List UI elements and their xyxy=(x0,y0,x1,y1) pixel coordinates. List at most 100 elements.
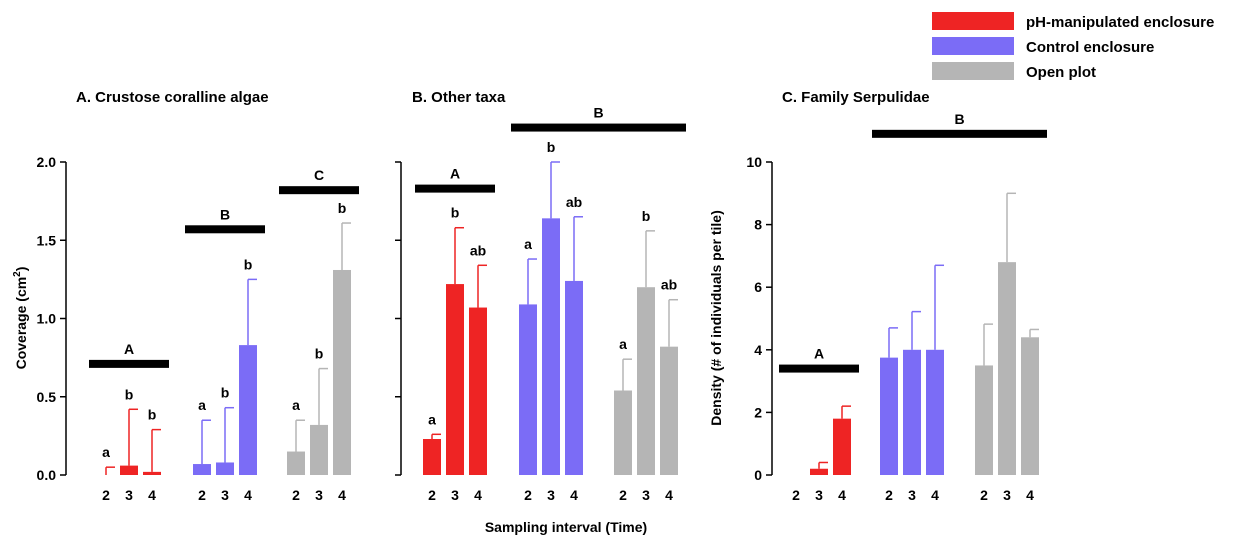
bar xyxy=(660,346,678,475)
group-bracket-label: B xyxy=(220,206,230,222)
significance-letter: b xyxy=(547,139,556,155)
x-tick-label: 2 xyxy=(792,487,800,503)
significance-letter: a xyxy=(198,397,206,413)
y-tick-label: 0.0 xyxy=(37,467,57,483)
x-axis-label: Sampling interval (Time) xyxy=(485,519,647,535)
significance-letter: ab xyxy=(661,277,677,293)
x-tick-label: 3 xyxy=(815,487,823,503)
x-tick-label: 3 xyxy=(125,487,133,503)
significance-letter: b xyxy=(338,200,347,216)
panel-1: a 2 b 3 ab 4 a 2 b 3 ab 4 a 2 b 3 ab 4 A B xyxy=(395,105,686,503)
y-tick-label: 1.0 xyxy=(37,311,57,327)
group-bracket-label: A xyxy=(814,346,824,362)
group-bracket xyxy=(279,186,359,195)
bar xyxy=(239,345,257,475)
group-bracket-label: C xyxy=(314,167,324,183)
x-tick-label: 4 xyxy=(570,487,578,503)
x-tick-label: 2 xyxy=(619,487,627,503)
x-tick-label: 4 xyxy=(931,487,939,503)
x-tick-label: 2 xyxy=(428,487,436,503)
bar xyxy=(423,439,441,475)
bar xyxy=(810,468,828,475)
y-tick-label: 8 xyxy=(754,217,762,233)
x-tick-label: 4 xyxy=(244,487,252,503)
significance-letter: a xyxy=(428,411,436,427)
group-bracket-label: A xyxy=(450,166,460,182)
bar xyxy=(542,218,560,475)
bar xyxy=(310,424,328,475)
significance-letter: ab xyxy=(470,242,486,258)
group-bracket xyxy=(511,123,686,132)
bar xyxy=(565,280,583,475)
legend-swatch-control xyxy=(932,37,1014,55)
bar xyxy=(975,365,993,475)
x-tick-label: 4 xyxy=(338,487,346,503)
x-tick-label: 4 xyxy=(838,487,846,503)
y-tick-label: 6 xyxy=(754,279,762,295)
x-tick-label: 2 xyxy=(885,487,893,503)
significance-letter: a xyxy=(619,336,627,352)
plots: 0.0 0.5 1.0 1.5 2.0 a 2 b 3 b 4 a 2 b 3 b 4 a 2 b 3 b 4 A B Ca 2 b 3… xyxy=(37,105,1047,503)
bar xyxy=(333,269,351,475)
x-tick-label: 3 xyxy=(908,487,916,503)
legend: pH-manipulated enclosure Control enclosu… xyxy=(932,12,1214,81)
significance-letter: b xyxy=(221,385,230,401)
group-bracket-label: B xyxy=(954,111,964,127)
significance-letter: a xyxy=(102,444,110,460)
panel-a-y-axis-label: Coverage (cm2) xyxy=(12,267,29,370)
y-tick-label: 2 xyxy=(754,404,762,420)
x-tick-label: 3 xyxy=(1003,487,1011,503)
y-tick-label: 0 xyxy=(754,467,762,483)
x-tick-label: 2 xyxy=(980,487,988,503)
group-bracket xyxy=(872,129,1047,138)
bar xyxy=(446,284,464,475)
bar xyxy=(926,349,944,475)
significance-letter: b xyxy=(642,208,651,224)
panel-a-title: A. Crustose coralline algae xyxy=(76,89,269,106)
panel-b-title: B. Other taxa xyxy=(412,89,506,106)
x-tick-label: 2 xyxy=(102,487,110,503)
significance-letter: a xyxy=(524,236,532,252)
bar xyxy=(469,307,487,475)
x-tick-label: 4 xyxy=(665,487,673,503)
bar xyxy=(1021,337,1039,475)
legend-swatch-ph xyxy=(932,12,1014,30)
legend-swatch-open xyxy=(932,62,1014,80)
significance-letter: a xyxy=(292,397,300,413)
bar xyxy=(998,262,1016,475)
x-tick-label: 3 xyxy=(547,487,555,503)
significance-letter: b xyxy=(148,407,157,423)
y-tick-label: 2.0 xyxy=(37,154,57,170)
significance-letter: ab xyxy=(566,194,582,210)
bar xyxy=(903,349,921,475)
panel-c-title: C. Family Serpulidae xyxy=(782,89,930,106)
bar xyxy=(519,304,537,475)
group-bracket xyxy=(185,225,265,234)
significance-letter: b xyxy=(244,256,253,272)
legend-label-ph: pH-manipulated enclosure xyxy=(1026,14,1214,31)
significance-letter: b xyxy=(451,205,460,221)
x-tick-label: 3 xyxy=(315,487,323,503)
group-bracket xyxy=(415,184,495,193)
bar xyxy=(614,390,632,475)
significance-letter: b xyxy=(125,386,134,402)
group-bracket-label: B xyxy=(593,105,603,121)
x-tick-label: 4 xyxy=(148,487,156,503)
bar xyxy=(287,451,305,475)
x-tick-label: 3 xyxy=(221,487,229,503)
x-tick-label: 4 xyxy=(474,487,482,503)
x-tick-label: 2 xyxy=(524,487,532,503)
legend-label-open: Open plot xyxy=(1026,64,1096,81)
group-bracket xyxy=(89,359,169,368)
bar xyxy=(637,287,655,475)
x-tick-label: 4 xyxy=(1026,487,1034,503)
x-tick-label: 3 xyxy=(451,487,459,503)
y-tick-label: 4 xyxy=(754,342,762,358)
group-bracket-label: A xyxy=(124,341,134,357)
bar xyxy=(193,464,211,475)
legend-label-control: Control enclosure xyxy=(1026,39,1154,56)
y-tick-label: 1.5 xyxy=(37,232,57,248)
bar xyxy=(143,471,161,475)
